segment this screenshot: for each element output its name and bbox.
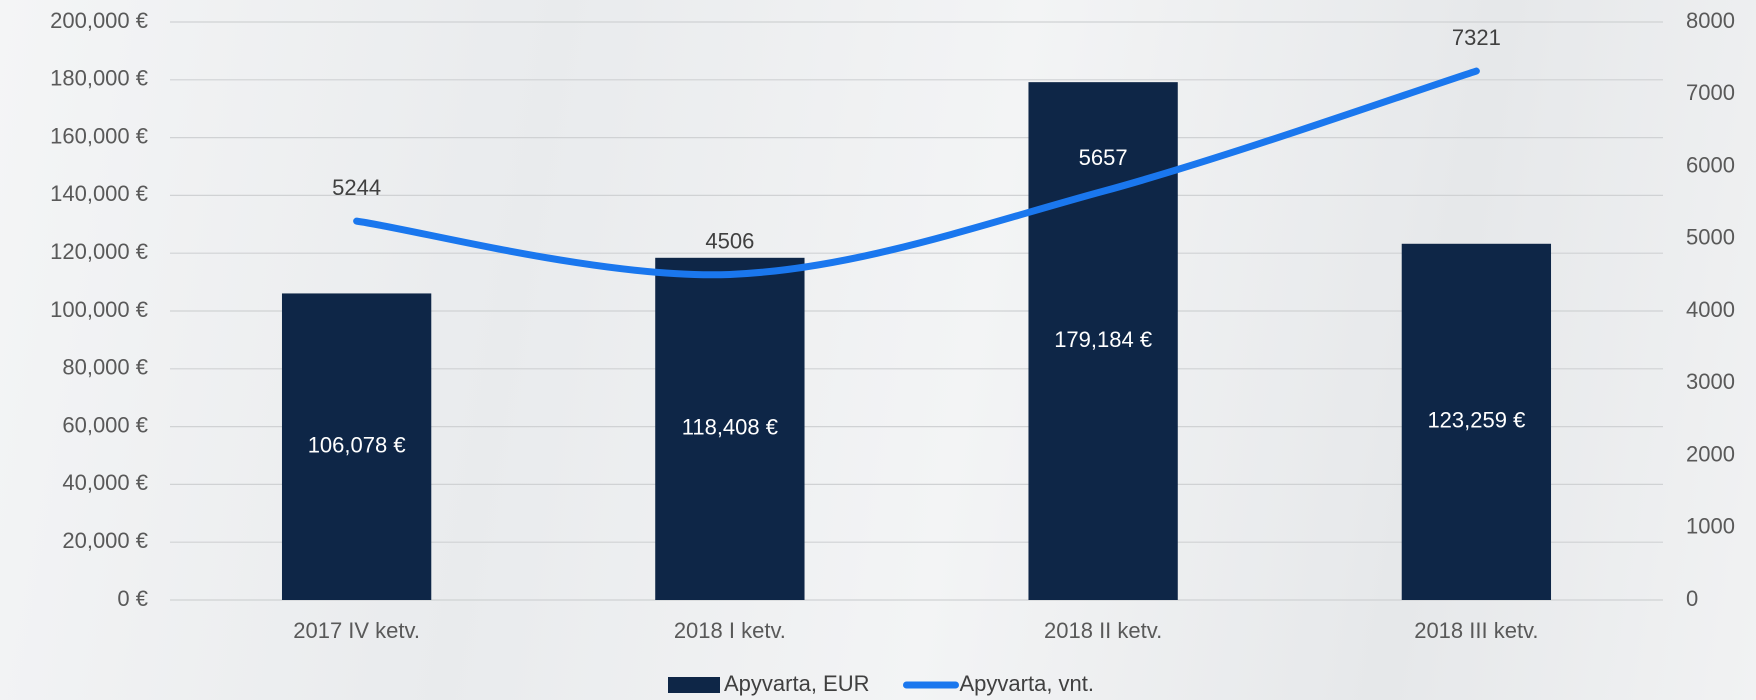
y-tick-label: 200,000 € (50, 8, 148, 33)
x-tick-label: 2018 I ketv. (674, 618, 786, 643)
legend-label: Apyvarta, vnt. (960, 671, 1095, 696)
legend-swatch (668, 677, 720, 693)
y-tick-label: 100,000 € (50, 297, 148, 322)
y-tick-label: 40,000 € (62, 470, 148, 495)
y2-tick-label: 5000 (1686, 225, 1735, 250)
y-tick-label: 20,000 € (62, 528, 148, 553)
y2-tick-label: 4000 (1686, 297, 1735, 322)
legend-label: Apyvarta, EUR (724, 671, 870, 696)
bar (1028, 82, 1178, 600)
y-tick-label: 60,000 € (62, 412, 148, 437)
bar (655, 257, 805, 600)
y-tick-label: 160,000 € (50, 123, 148, 148)
bar-value-label: 123,259 € (1427, 408, 1525, 433)
line-value-label: 5244 (332, 175, 381, 200)
bar (281, 293, 432, 600)
line-value-label: 5657 (1079, 145, 1128, 170)
y-tick-label: 80,000 € (62, 355, 148, 380)
line-value-label: 7321 (1452, 25, 1501, 50)
line-value-label: 4506 (705, 228, 754, 253)
x-tick-label: 2017 IV ketv. (293, 618, 420, 643)
y-tick-label: 120,000 € (50, 239, 148, 264)
y2-tick-label: 1000 (1686, 514, 1735, 539)
x-tick-label: 2018 II ketv. (1044, 618, 1162, 643)
y-tick-label: 140,000 € (50, 181, 148, 206)
y2-tick-label: 2000 (1686, 441, 1735, 466)
y2-tick-label: 0 (1686, 586, 1698, 611)
line (353, 67, 1480, 279)
y-tick-label: 180,000 € (50, 66, 148, 91)
bar-value-label: 118,408 € (682, 415, 778, 440)
y2-tick-label: 7000 (1686, 80, 1735, 105)
y2-tick-label: 6000 (1686, 152, 1735, 177)
y2-tick-label: 8000 (1686, 8, 1735, 33)
x-tick-label: 2018 III ketv. (1414, 618, 1538, 643)
y2-tick-label: 3000 (1686, 369, 1735, 394)
bar-value-label: 179,184 € (1054, 327, 1152, 352)
bar (1401, 243, 1552, 600)
y-tick-label: 0 € (117, 586, 148, 611)
bar-value-label: 106,078 € (308, 433, 406, 458)
